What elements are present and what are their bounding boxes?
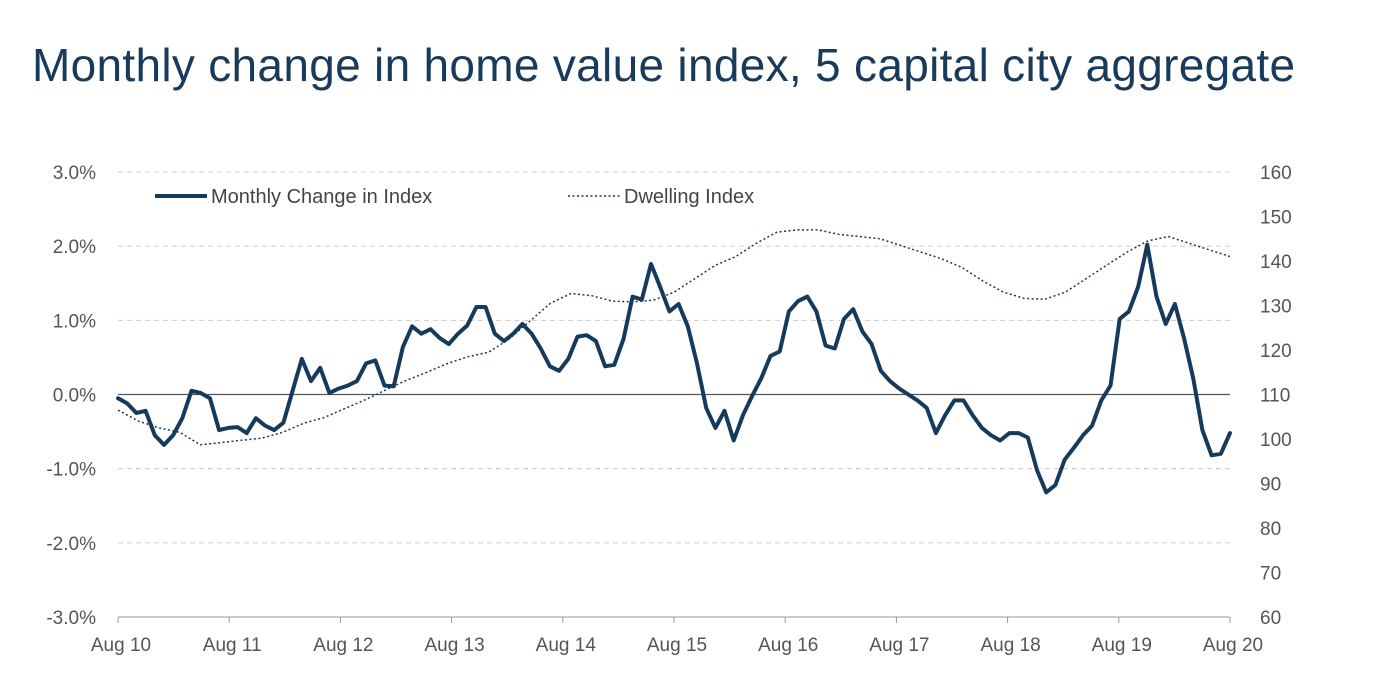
right-tick-label: 60 (1260, 608, 1281, 629)
right-tick-label: 70 (1260, 564, 1281, 585)
x-tick-label: Aug 10 (91, 635, 151, 656)
right-tick-label: 120 (1260, 341, 1292, 362)
x-tick-label: Aug 15 (647, 635, 707, 656)
right-tick-label: 100 (1260, 430, 1292, 451)
right-tick-label: 90 (1260, 475, 1281, 496)
right-tick-label: 110 (1260, 386, 1290, 407)
right-tick-label: 150 (1260, 208, 1292, 229)
left-tick-label: -2.0% (46, 534, 96, 555)
series-layer (116, 229, 1232, 495)
x-tick-label: Aug 11 (203, 635, 262, 656)
x-tick-label: Aug 12 (313, 635, 373, 656)
right-axis: 160 150 140 130 120 110 100 90 80 70 60 (1260, 163, 1292, 629)
page-title: Monthly change in home value index, 5 ca… (32, 39, 1296, 91)
legend: Monthly Change in Index Dwelling Index (155, 186, 754, 208)
left-tick-label: 0.0% (53, 386, 96, 407)
left-axis: 3.0% 2.0% 1.0% 0.0% -1.0% -2.0% -3.0% (46, 163, 96, 629)
x-tick-label: Aug 17 (869, 635, 929, 656)
x-tick-label: Aug 18 (980, 635, 1040, 656)
x-tick-label: Aug 13 (424, 635, 484, 656)
legend-label-monthly-change: Monthly Change in Index (211, 186, 432, 208)
right-tick-label: 140 (1260, 252, 1292, 273)
x-tick-label: Aug 14 (536, 635, 597, 656)
left-tick-label: -3.0% (46, 608, 96, 629)
right-tick-label: 160 (1260, 163, 1292, 184)
legend-label-dwelling-index: Dwelling Index (624, 186, 754, 208)
x-axis: Aug 10 Aug 11 Aug 12 Aug 13 Aug 14 Aug 15 Aug … (91, 617, 1263, 656)
x-tick-label: Aug 16 (758, 635, 818, 656)
right-tick-label: 130 (1260, 297, 1292, 318)
left-tick-label: 3.0% (53, 163, 96, 184)
left-tick-label: 2.0% (53, 237, 96, 258)
right-tick-label: 80 (1260, 519, 1281, 540)
left-tick-label: 1.0% (53, 311, 96, 332)
left-tick-label: -1.0% (46, 460, 96, 481)
series-line-monthly-change (116, 242, 1232, 495)
x-tick-label: Aug 20 (1203, 635, 1263, 656)
x-tick-label: Aug 19 (1092, 635, 1152, 656)
